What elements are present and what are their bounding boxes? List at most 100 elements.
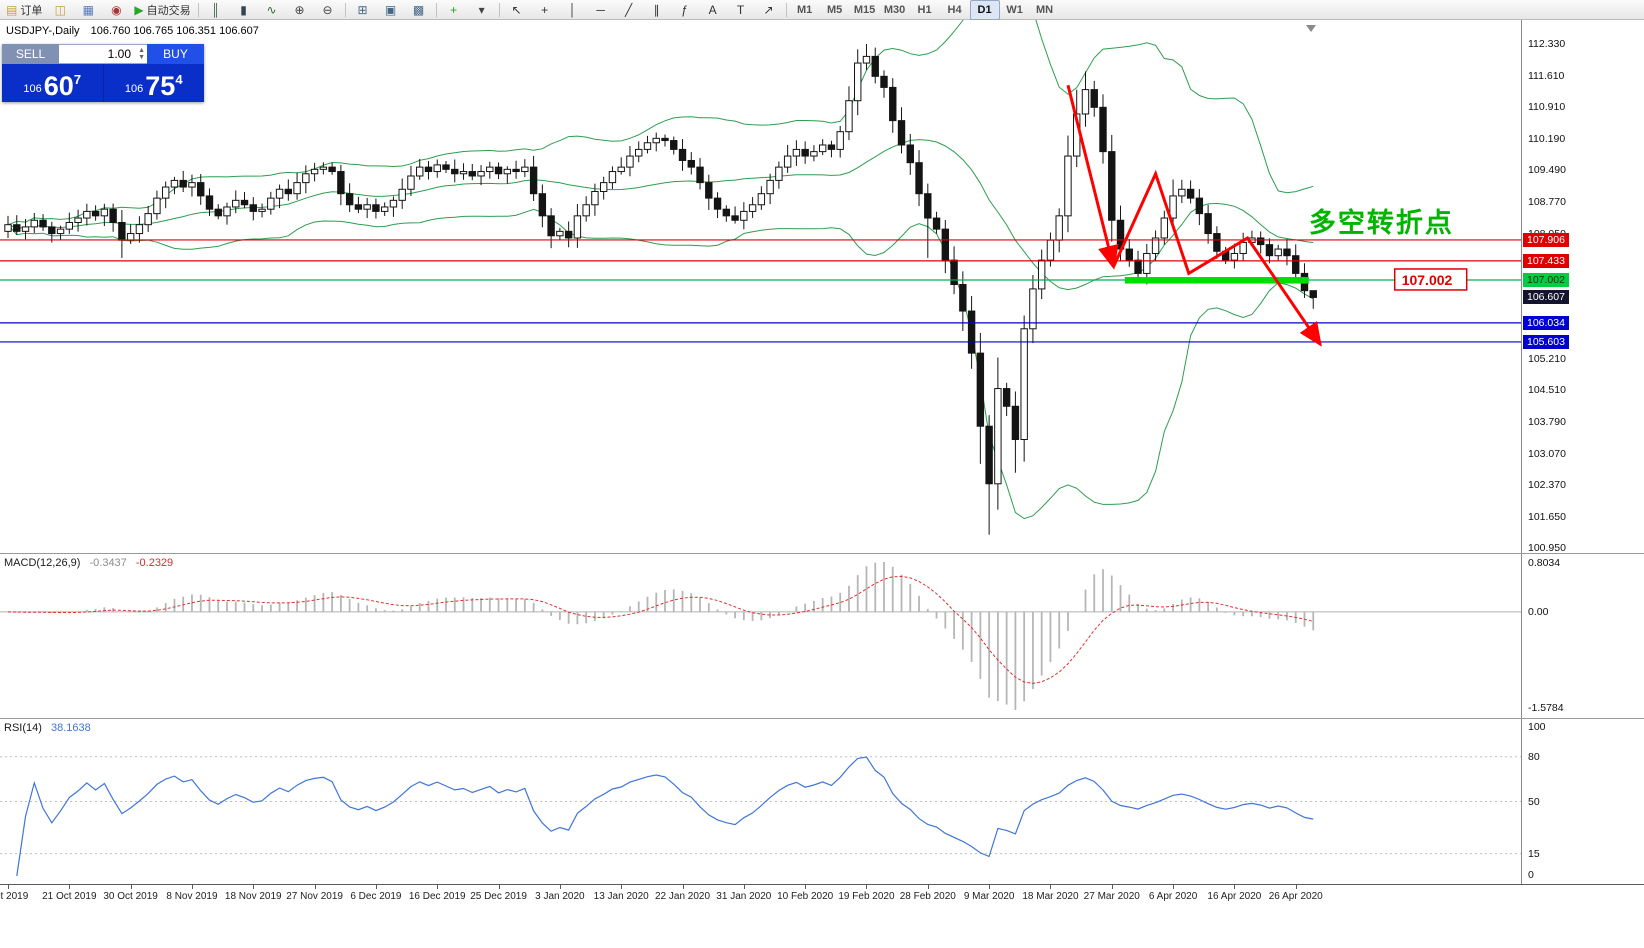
rsi-value: 38.1638 xyxy=(50,722,91,734)
symbol-period-label: USDJPY-,Daily xyxy=(6,25,80,37)
cascade-windows-icon[interactable]: ▩ xyxy=(405,0,433,20)
rsi-axis-label: 0 xyxy=(1528,869,1534,881)
toolbar-separator xyxy=(435,2,437,17)
date-label: 26 Apr 2020 xyxy=(1268,891,1323,902)
macd-axis: 0.8034 0.00 -1.5784 xyxy=(1521,554,1644,718)
text-icon[interactable]: A xyxy=(699,0,727,20)
indicators-list-icon[interactable]: ▾ xyxy=(468,0,496,20)
trend-arrows[interactable] xyxy=(1066,84,1322,347)
timeframe-m15[interactable]: M15 xyxy=(853,3,876,16)
time-axis-tick xyxy=(1234,885,1236,889)
new-order-icon[interactable]: ◫ xyxy=(46,0,74,20)
timeframe-w1[interactable]: W1 xyxy=(1006,3,1023,16)
panel-splitter[interactable] xyxy=(0,718,1644,719)
channel-icon[interactable]: ∥ xyxy=(643,0,671,20)
timeframe-m30[interactable]: M30 xyxy=(883,3,906,16)
rsi-axis-label: 100 xyxy=(1528,721,1546,733)
time-axis-tick xyxy=(498,885,500,889)
price-axis[interactable]: 112.330 111.610 110.910 110.190 109.490 108.7… xyxy=(1521,20,1644,554)
time-axis-tick xyxy=(437,885,439,889)
time-axis-tick xyxy=(253,885,255,889)
charts-icon[interactable]: ▦ xyxy=(74,0,102,20)
buy-price-prefix: 106 xyxy=(124,83,144,95)
label-icon[interactable]: T xyxy=(727,0,755,20)
buy-button[interactable]: BUY xyxy=(147,44,204,64)
shift-marker-icon[interactable] xyxy=(1306,25,1316,32)
date-label: 31 Jan 2020 xyxy=(716,891,772,902)
orders-button-label: 订单 xyxy=(20,4,43,17)
volume-stepper[interactable]: ▲ ▼ xyxy=(138,47,145,61)
trendline-icon[interactable]: ╱ xyxy=(615,0,643,20)
mql-community-icon-glyph: ◉ xyxy=(111,2,122,17)
candles xyxy=(4,44,1317,535)
arrange-windows-icon[interactable]: ▣ xyxy=(377,0,405,20)
timeframe-h1[interactable]: H1 xyxy=(917,3,932,16)
arrows-icon[interactable]: ↗ xyxy=(755,0,783,20)
rsi-canvas[interactable] xyxy=(0,719,1521,884)
macd-canvas[interactable] xyxy=(0,554,1521,718)
price-axis-label: 102.370 xyxy=(1528,479,1566,492)
date-label: 10 Feb 2020 xyxy=(777,891,834,902)
time-axis[interactable]: Oct 2019 21 Oct 2019 30 Oct 2019 8 Nov 2019… xyxy=(0,884,1644,948)
sell-price-big: 60 xyxy=(43,71,74,101)
time-axis-tick xyxy=(682,885,684,889)
stepper-up-icon[interactable]: ▲ xyxy=(138,47,145,54)
mql-community-icon[interactable]: ◉ xyxy=(102,0,130,20)
sell-button[interactable]: SELL xyxy=(2,44,59,64)
fibonacci-icon[interactable]: ƒ xyxy=(671,0,699,20)
bar-chart-icon[interactable]: ║ xyxy=(202,0,230,20)
support-zone-bar[interactable] xyxy=(1124,277,1309,284)
crosshair-icon[interactable]: + xyxy=(531,0,559,20)
autotrading-button-icon: ▶ xyxy=(134,2,144,17)
timeframe-d1[interactable]: D1 xyxy=(969,0,1000,20)
buy-price[interactable]: 106 75 4 xyxy=(104,64,205,102)
volume-field[interactable]: 1.00 ▲ ▼ xyxy=(59,44,147,64)
macd-histogram xyxy=(15,562,1315,710)
zoom-in-icon[interactable]: ⊕ xyxy=(286,0,314,20)
macd-axis-label: 0.00 xyxy=(1528,605,1549,618)
zoom-in-icon-glyph: ⊕ xyxy=(294,2,305,17)
buy-price-big: 75 xyxy=(145,71,176,101)
rsi-line xyxy=(16,756,1314,877)
price-chart-panel: 多空转折点 107.002 112.330 111.610 110.910 110.19… xyxy=(0,20,1644,554)
tile-windows-icon[interactable]: ⊞ xyxy=(349,0,377,20)
text-icon-glyph: A xyxy=(708,2,717,17)
line-chart-icon[interactable]: ∿ xyxy=(258,0,286,20)
toolbar-separator xyxy=(785,2,787,17)
date-label: 19 Feb 2020 xyxy=(838,891,895,902)
time-axis-tick xyxy=(805,885,807,889)
vertical-line-icon[interactable]: │ xyxy=(559,0,587,20)
macd-name: MACD(12,26,9) xyxy=(4,557,81,569)
indicators-icon[interactable]: + xyxy=(440,0,468,20)
autotrading-button[interactable]: ▶ 自动交易 xyxy=(130,0,194,20)
line-chart-icon-glyph: ∿ xyxy=(266,2,277,17)
ohlc-values: 106.760 106.765 106.351 106.607 xyxy=(90,25,259,37)
candlestick-chart-icon[interactable]: ▮ xyxy=(230,0,258,20)
orders-button[interactable]: ▤ 订单 xyxy=(2,0,46,20)
price-callout[interactable]: 107.002 xyxy=(1393,268,1468,291)
date-label: 13 Jan 2020 xyxy=(593,891,649,902)
stepper-down-icon[interactable]: ▼ xyxy=(138,54,145,61)
cursor-icon[interactable]: ↖ xyxy=(503,0,531,20)
crosshair-icon-glyph: + xyxy=(541,2,549,17)
date-label: 3 Jan 2020 xyxy=(535,891,585,902)
indicators-icon-glyph: + xyxy=(450,2,458,17)
panel-splitter[interactable] xyxy=(0,553,1644,554)
timeframe-m1[interactable]: M1 xyxy=(796,3,813,16)
timeframe-h4[interactable]: H4 xyxy=(947,3,962,16)
timeframe-mn[interactable]: MN xyxy=(1036,3,1054,16)
price-chart-canvas[interactable]: 多空转折点 107.002 xyxy=(0,20,1521,553)
rsi-axis: 100 80 50 15 0 xyxy=(1521,719,1644,884)
zoom-out-icon[interactable]: ⊖ xyxy=(314,0,342,20)
horizontal-line-icon[interactable]: ─ xyxy=(587,0,615,20)
sell-price-prefix: 106 xyxy=(23,83,42,95)
price-axis-label: 103.790 xyxy=(1528,416,1566,429)
timeframe-m5[interactable]: M5 xyxy=(826,3,843,16)
annotation-text[interactable]: 多空转折点 xyxy=(1309,207,1454,239)
time-axis-tick xyxy=(866,885,868,889)
sell-price[interactable]: 106 60 7 xyxy=(2,64,104,102)
macd-panel: 0.8034 0.00 -1.5784 MACD(12,26,9) -0.3437 … xyxy=(0,554,1644,718)
arrange-windows-icon-glyph: ▣ xyxy=(384,2,397,17)
macd-axis-label: -1.5784 xyxy=(1528,702,1564,714)
time-axis-tick xyxy=(1173,885,1175,889)
